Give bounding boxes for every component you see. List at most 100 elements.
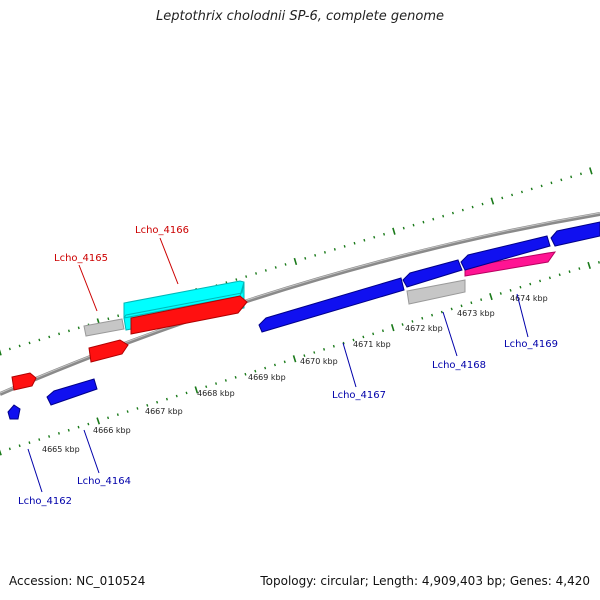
accession-text: Accession: NC_010524 bbox=[9, 574, 146, 588]
minor-tick bbox=[401, 323, 404, 326]
minor-tick bbox=[117, 314, 120, 318]
minor-tick bbox=[470, 301, 473, 305]
minor-tick bbox=[570, 175, 573, 179]
page-title: Leptothrix cholodnii SP-6, complete geno… bbox=[156, 9, 444, 24]
scale-label: 4672 kbp bbox=[405, 324, 443, 333]
minor-tick bbox=[529, 282, 532, 286]
minor-tick bbox=[442, 214, 445, 218]
scale-label: 4673 kbp bbox=[457, 309, 495, 318]
minor-tick bbox=[363, 238, 366, 242]
minor-tick bbox=[450, 307, 453, 311]
callout-line-lcho-4168 bbox=[442, 311, 458, 357]
gene-feature-blue-right2[interactable] bbox=[550, 221, 600, 247]
minor-tick bbox=[540, 184, 543, 188]
scale-labels: 4665 kbp 4666 kbp 4667 kbp 4668 kbp 4669… bbox=[42, 294, 548, 454]
minor-tick bbox=[274, 266, 277, 269]
minor-tick bbox=[539, 279, 542, 283]
minor-tick bbox=[421, 316, 424, 320]
gene-feature-blue-lcho-4167[interactable] bbox=[258, 277, 405, 333]
minor-tick bbox=[511, 193, 514, 197]
minor-tick bbox=[440, 310, 443, 314]
gene-label-lcho-4167[interactable]: Lcho_4167 bbox=[332, 390, 386, 401]
minor-tick bbox=[107, 317, 110, 321]
minor-tick bbox=[558, 273, 561, 277]
minor-tick bbox=[116, 413, 119, 417]
minor-tick bbox=[146, 403, 149, 407]
minor-tick bbox=[215, 382, 218, 385]
scale-label: 4669 kbp bbox=[248, 373, 286, 382]
major-tick bbox=[589, 167, 593, 175]
minor-tick bbox=[362, 335, 365, 339]
minor-tick bbox=[550, 181, 553, 185]
minor-tick bbox=[432, 217, 435, 221]
gene-label-lcho-4165[interactable]: Lcho_4165 bbox=[54, 253, 108, 264]
minor-tick bbox=[578, 267, 581, 270]
minor-tick bbox=[303, 354, 306, 357]
major-tick bbox=[292, 355, 297, 363]
gene-label-lcho-4168[interactable]: Lcho_4168 bbox=[432, 360, 486, 371]
minor-tick bbox=[520, 190, 523, 194]
minor-tick bbox=[323, 250, 326, 254]
minor-tick bbox=[333, 247, 336, 251]
minor-tick bbox=[235, 278, 238, 281]
minor-tick bbox=[8, 347, 11, 351]
minor-tick bbox=[264, 269, 267, 272]
genome-summary-text: Topology: circular; Length: 4,909,403 bp… bbox=[260, 574, 590, 588]
major-tick bbox=[0, 349, 2, 356]
minor-tick bbox=[185, 391, 188, 395]
minor-tick bbox=[343, 244, 346, 248]
minor-tick bbox=[205, 385, 208, 389]
gene-feature-blue-right1[interactable] bbox=[460, 235, 551, 271]
gene-label-lcho-4162[interactable]: Lcho_4162 bbox=[18, 496, 72, 507]
minor-tick bbox=[461, 208, 464, 212]
minor-tick bbox=[8, 447, 11, 451]
gene-label-lcho-4164[interactable]: Lcho_4164 bbox=[77, 476, 131, 487]
minor-tick bbox=[460, 304, 463, 308]
minor-tick bbox=[480, 298, 483, 302]
scale-label: 4667 kbp bbox=[145, 407, 183, 416]
minor-tick bbox=[245, 275, 248, 278]
minor-tick bbox=[323, 347, 326, 351]
callout-line-lcho-4169 bbox=[516, 293, 529, 338]
gene-feature-red-small[interactable] bbox=[88, 339, 129, 363]
scale-label: 4674 kbp bbox=[510, 294, 548, 303]
major-tick bbox=[587, 261, 591, 270]
gene-feature-red-left[interactable] bbox=[11, 372, 37, 391]
gene-label-lcho-4169[interactable]: Lcho_4169 bbox=[504, 339, 558, 350]
major-tick bbox=[194, 386, 199, 394]
scale-label: 4665 kbp bbox=[42, 445, 80, 454]
gene-feature-blue-lcho-4164[interactable] bbox=[46, 378, 98, 406]
gene-feature-gray-upper-left[interactable] bbox=[83, 318, 125, 337]
minor-tick bbox=[530, 187, 533, 191]
gene-label-lcho-4166[interactable]: Lcho_4166 bbox=[135, 225, 189, 236]
minor-tick bbox=[431, 313, 434, 317]
genome-backbone-highlight bbox=[0, 212, 600, 394]
minor-tick bbox=[57, 431, 60, 435]
gene-feature-gray-lcho-4168[interactable] bbox=[406, 279, 466, 305]
minor-tick bbox=[548, 276, 551, 280]
minor-tick bbox=[332, 344, 335, 348]
major-tick bbox=[390, 324, 395, 332]
gene-feature-blue-lcho-4162[interactable] bbox=[7, 404, 21, 420]
gene-feature-blue-mid[interactable] bbox=[402, 259, 463, 288]
minor-tick bbox=[264, 366, 267, 370]
minor-tick bbox=[499, 292, 502, 295]
minor-tick bbox=[284, 263, 287, 266]
scale-label: 4670 kbp bbox=[300, 357, 338, 366]
major-tick bbox=[293, 257, 298, 266]
minor-tick bbox=[58, 332, 61, 336]
scale-label: 4668 kbp bbox=[197, 389, 235, 398]
minor-tick bbox=[313, 351, 316, 354]
minor-tick bbox=[77, 326, 80, 330]
scale-label: 4671 kbp bbox=[353, 340, 391, 349]
gene-feature-red-long[interactable] bbox=[130, 295, 248, 335]
minor-tick bbox=[283, 360, 286, 364]
minor-tick bbox=[422, 220, 425, 224]
minor-tick bbox=[560, 178, 563, 182]
minor-tick bbox=[67, 428, 70, 432]
callout-line-lcho-4164 bbox=[83, 429, 100, 474]
minor-tick bbox=[411, 320, 414, 323]
minor-tick bbox=[383, 232, 386, 236]
